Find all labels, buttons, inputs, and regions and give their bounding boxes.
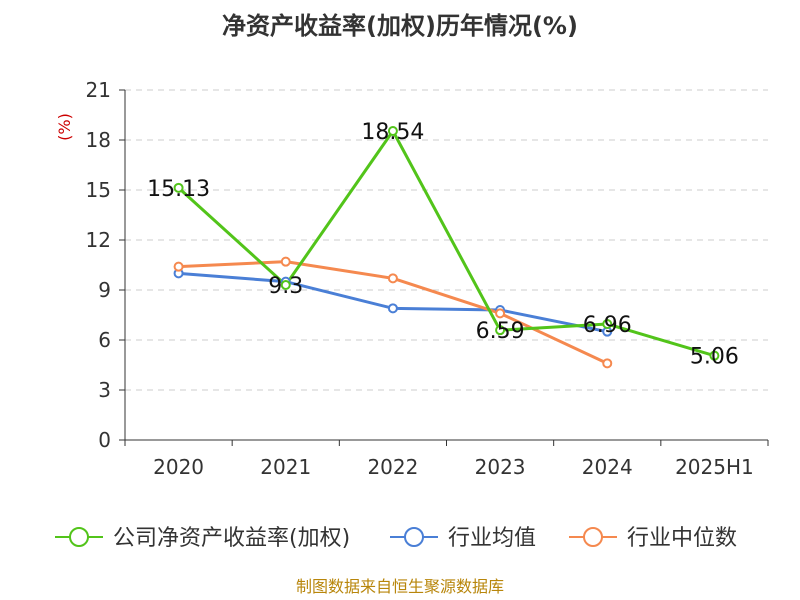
legend-label: 行业均值 [448,526,536,551]
legend: 公司净资产收益率(加权) 行业均值 行业中位数 [55,526,737,551]
y-tick-label: 3 [98,378,111,402]
data-point[interactable] [495,308,506,319]
data-point[interactable] [387,303,398,314]
chart-title: 净资产收益率(加权)历年情况(%) [222,12,578,40]
y-axis-label: (%) [55,113,74,141]
data-label: 6.59 [476,319,525,344]
data-point[interactable] [280,280,291,290]
y-tick-label: 21 [86,78,111,102]
legend-item[interactable]: 行业均值 [390,526,536,551]
legend-marker [404,527,424,547]
x-tick-label: 2022 [367,455,418,479]
y-tick-label: 12 [86,228,111,252]
x-tick-label: 2020 [153,455,204,479]
legend-item[interactable]: 行业中位数 [569,526,737,551]
data-point[interactable] [280,256,291,267]
y-tick-label: 15 [86,178,111,202]
data-point[interactable] [387,126,398,136]
y-tick-label: 9 [98,278,111,302]
data-labels: 15.13 9.3 18.54 6.59 6.96 5.06 [147,120,739,370]
data-label: 18.54 [361,120,424,145]
x-tick-label: 2021 [260,455,311,479]
axes: 0 3 6 9 12 15 18 21 2020 2021 2022 2023 2024 2025H1 [86,78,769,479]
x-tick-label: 2023 [475,455,526,479]
legend-item[interactable]: 公司净资产收益率(加权) [55,526,350,551]
y-tick-label: 0 [98,428,111,452]
series-line [177,129,715,358]
data-point[interactable] [173,261,184,272]
legend-label: 公司净资产收益率(加权) [113,526,350,551]
x-tick-label: 2025H1 [675,455,754,479]
data-label: 15.13 [147,177,210,202]
data-point[interactable] [602,319,613,329]
y-tick-label: 18 [86,128,111,152]
grid-lines [125,89,768,391]
y-tick-label: 6 [98,328,111,352]
x-tick-label: 2024 [582,455,633,479]
legend-marker [583,527,603,547]
data-point[interactable] [709,350,720,361]
data-point[interactable] [602,358,613,369]
data-point[interactable] [495,325,506,336]
legend-label: 行业中位数 [627,526,737,551]
data-point[interactable] [387,273,398,284]
data-label: 9.3 [268,274,303,299]
data-point[interactable] [173,182,184,193]
legend-marker [69,527,89,547]
data-label: 5.06 [690,345,739,370]
source-note: 制图数据来自恒生聚源数据库 [296,577,504,596]
series-group [173,126,720,369]
data-label: 6.96 [583,313,632,338]
